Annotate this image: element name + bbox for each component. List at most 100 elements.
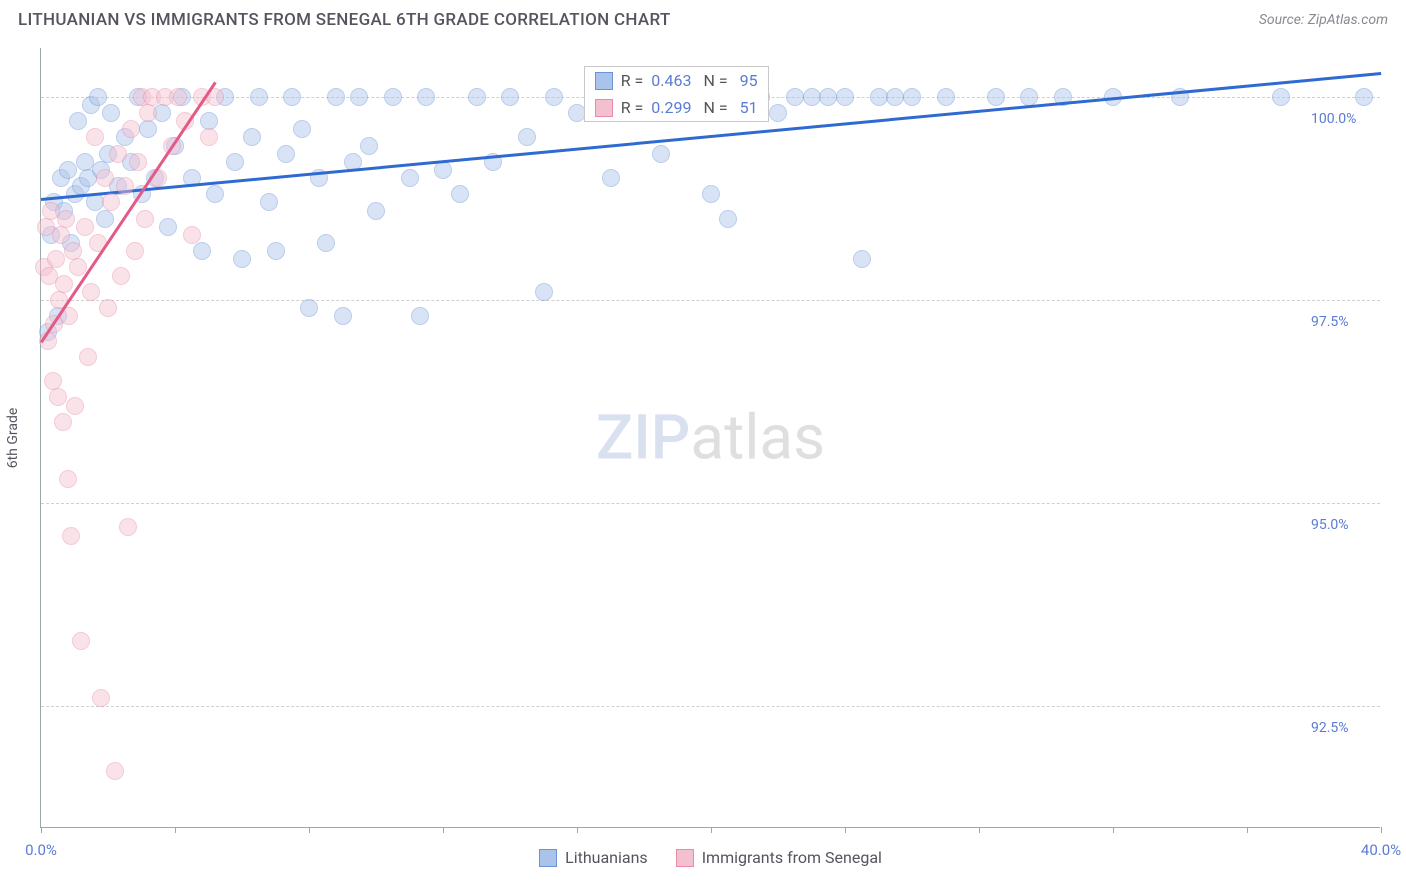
x-tick bbox=[1381, 827, 1382, 833]
data-point bbox=[126, 242, 144, 260]
x-tick bbox=[979, 827, 980, 833]
data-point bbox=[112, 267, 130, 285]
data-point bbox=[89, 88, 107, 106]
x-tick-label: 40.0% bbox=[1361, 841, 1401, 859]
data-point bbox=[233, 250, 251, 268]
data-point bbox=[169, 88, 187, 106]
data-point bbox=[987, 88, 1005, 106]
chart-header: LITHUANIAN VS IMMIGRANTS FROM SENEGAL 6T… bbox=[0, 0, 1406, 36]
data-point bbox=[57, 210, 75, 228]
data-point bbox=[139, 104, 157, 122]
data-point bbox=[819, 88, 837, 106]
data-point bbox=[243, 128, 261, 146]
data-point bbox=[836, 88, 854, 106]
data-point bbox=[54, 413, 72, 431]
data-point bbox=[96, 169, 114, 187]
data-point bbox=[92, 689, 110, 707]
data-point bbox=[384, 88, 402, 106]
data-point bbox=[1020, 88, 1038, 106]
data-point bbox=[226, 153, 244, 171]
data-point bbox=[102, 193, 120, 211]
data-point bbox=[206, 185, 224, 203]
x-tick bbox=[175, 827, 176, 833]
data-point bbox=[200, 128, 218, 146]
x-tick bbox=[1113, 827, 1114, 833]
data-point bbox=[518, 128, 536, 146]
info-row: R =0.299 N = 51 bbox=[585, 94, 768, 121]
chart-title: LITHUANIAN VS IMMIGRANTS FROM SENEGAL 6T… bbox=[18, 10, 671, 30]
data-point bbox=[468, 88, 486, 106]
scatter-chart: 6th Grade ZIPatlas Lithuanians Immigrant… bbox=[40, 48, 1380, 828]
data-point bbox=[870, 88, 888, 106]
data-point bbox=[545, 88, 563, 106]
info-n-value: 51 bbox=[736, 98, 758, 117]
data-point bbox=[193, 242, 211, 260]
data-point bbox=[260, 193, 278, 211]
data-point bbox=[937, 88, 955, 106]
data-point bbox=[99, 299, 117, 317]
data-point bbox=[82, 283, 100, 301]
info-n-label: N = bbox=[699, 71, 727, 90]
data-point bbox=[652, 145, 670, 163]
info-r-label: R = bbox=[621, 98, 644, 117]
data-point bbox=[96, 210, 114, 228]
legend-label: Lithuanians bbox=[565, 848, 648, 867]
data-point bbox=[119, 518, 137, 536]
y-tick-label: 100.0% bbox=[1311, 111, 1356, 127]
data-point bbox=[317, 234, 335, 252]
data-point bbox=[159, 218, 177, 236]
legend-item-lithuanians: Lithuanians bbox=[539, 848, 648, 867]
data-point bbox=[300, 299, 318, 317]
data-point bbox=[350, 88, 368, 106]
data-point bbox=[769, 104, 787, 122]
info-swatch bbox=[595, 99, 613, 117]
data-point bbox=[786, 88, 804, 106]
data-point bbox=[1355, 88, 1373, 106]
data-point bbox=[360, 137, 378, 155]
x-tick-label: 0.0% bbox=[25, 841, 57, 859]
data-point bbox=[277, 145, 295, 163]
gridline bbox=[41, 706, 1380, 707]
info-row: R =0.463 N = 95 bbox=[585, 67, 768, 94]
chart-legend: Lithuanians Immigrants from Senegal bbox=[41, 848, 1380, 867]
data-point bbox=[49, 388, 67, 406]
data-point bbox=[417, 88, 435, 106]
data-point bbox=[501, 88, 519, 106]
data-point bbox=[62, 527, 80, 545]
x-tick bbox=[443, 827, 444, 833]
watermark-atlas: atlas bbox=[690, 401, 825, 474]
data-point bbox=[66, 397, 84, 415]
watermark-zip: ZIP bbox=[596, 401, 691, 474]
data-point bbox=[76, 153, 94, 171]
data-point bbox=[283, 88, 301, 106]
data-point bbox=[250, 88, 268, 106]
data-point bbox=[803, 88, 821, 106]
data-point bbox=[535, 283, 553, 301]
legend-swatch bbox=[676, 849, 694, 867]
data-point bbox=[69, 112, 87, 130]
data-point bbox=[719, 210, 737, 228]
data-point bbox=[76, 218, 94, 236]
data-point bbox=[52, 226, 70, 244]
info-swatch bbox=[595, 72, 613, 90]
info-n-value: 95 bbox=[736, 71, 758, 90]
y-axis-label: 6th Grade bbox=[5, 407, 21, 468]
data-point bbox=[129, 153, 147, 171]
data-point bbox=[183, 226, 201, 244]
x-tick bbox=[309, 827, 310, 833]
data-point bbox=[86, 193, 104, 211]
data-point bbox=[139, 120, 157, 138]
data-point bbox=[853, 250, 871, 268]
data-point bbox=[59, 470, 77, 488]
data-point bbox=[327, 88, 345, 106]
data-point bbox=[79, 348, 97, 366]
data-point bbox=[886, 88, 904, 106]
data-point bbox=[451, 185, 469, 203]
info-r-value: 0.463 bbox=[651, 71, 691, 90]
legend-label: Immigrants from Senegal bbox=[702, 848, 882, 867]
data-point bbox=[136, 210, 154, 228]
data-point bbox=[44, 372, 62, 390]
data-point bbox=[47, 250, 65, 268]
data-point bbox=[64, 242, 82, 260]
data-point bbox=[903, 88, 921, 106]
